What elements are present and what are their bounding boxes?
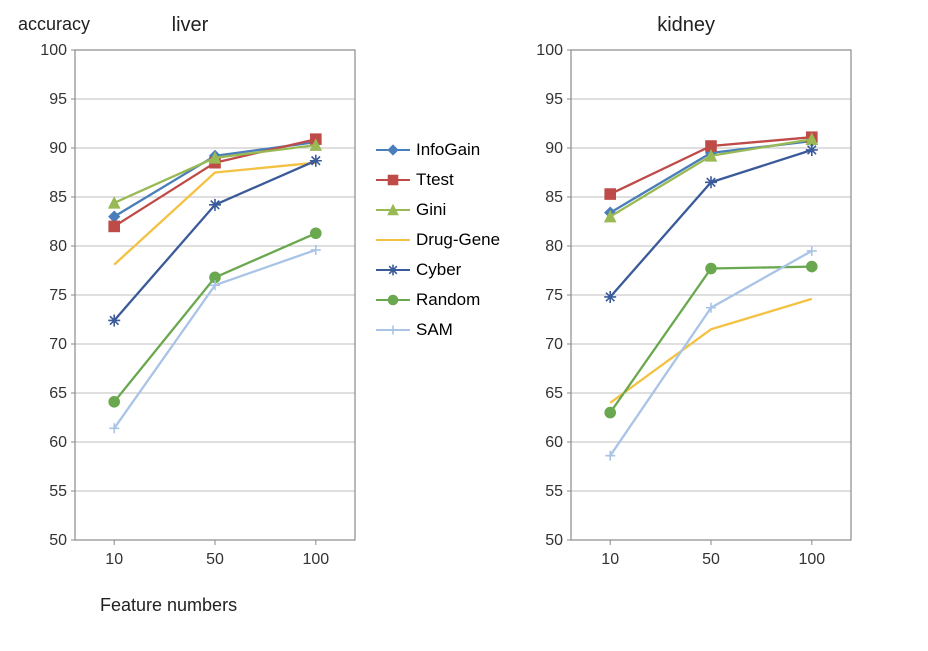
y-tick-label: 65 [49, 385, 67, 402]
chart-panel: liveraccuracyFeature numbers505560657075… [10, 10, 370, 620]
series-marker-ttest [605, 189, 615, 199]
x-axis-label: Feature numbers [100, 595, 237, 616]
y-tick-label: 70 [545, 336, 563, 353]
legend-label: Cyber [416, 260, 461, 280]
legend-label: InfoGain [416, 140, 480, 160]
series-marker-cyber [604, 291, 616, 303]
y-axis-label: accuracy [18, 14, 90, 35]
legend-item-gini: Gini [376, 200, 500, 220]
series-marker-cyber [310, 155, 322, 167]
y-tick-label: 50 [545, 532, 563, 549]
series-marker-cyber [806, 144, 818, 156]
legend: InfoGain Ttest Gini [376, 140, 500, 340]
y-tick-label: 60 [49, 434, 67, 451]
series-marker-cyber [108, 314, 120, 326]
y-tick-label: 80 [545, 238, 563, 255]
y-tick-label: 100 [536, 42, 563, 59]
x-tick-label: 100 [302, 551, 329, 568]
series-line-cyber [610, 150, 812, 297]
y-tick-label: 75 [49, 287, 67, 304]
legend-item-ttest: Ttest [376, 170, 500, 190]
legend-item-sam: SAM [376, 320, 500, 340]
series-line-drug-gene [114, 163, 316, 265]
series-marker-random [311, 228, 321, 238]
chart-panel: kidney 50 55 60 65 70 75 80 85 90 95 100 10 50 100 [506, 10, 866, 620]
y-tick-label: 85 [545, 189, 563, 206]
legend-swatch [376, 203, 410, 217]
legend-label: SAM [416, 320, 453, 340]
series-marker-infogain [109, 212, 119, 222]
y-tick-label: 100 [40, 42, 67, 59]
y-tick-label: 90 [545, 140, 563, 157]
series-marker-ttest [109, 221, 119, 231]
series-line-sam [610, 251, 812, 456]
series-marker-cyber [705, 176, 717, 188]
series-line-drug-gene [610, 299, 812, 403]
y-tick-label: 55 [545, 483, 563, 500]
y-tick-label: 85 [49, 189, 67, 206]
legend-label: Random [416, 290, 480, 310]
series-marker-random [706, 264, 716, 274]
legend-label: Drug-Gene [416, 230, 500, 250]
series-marker-gini [109, 198, 119, 208]
legend-label: Gini [416, 200, 446, 220]
x-tick-label: 50 [206, 551, 224, 568]
legend-label: Ttest [416, 170, 454, 190]
series-line-random [114, 233, 316, 401]
legend-swatch [376, 323, 410, 337]
y-tick-label: 80 [49, 238, 67, 255]
x-tick-label: 10 [601, 551, 619, 568]
legend-item-infogain: InfoGain [376, 140, 500, 160]
legend-item-cyber: Cyber [376, 260, 500, 280]
y-tick-label: 55 [49, 483, 67, 500]
series-marker-sam [807, 246, 817, 256]
series-marker-random [109, 397, 119, 407]
x-tick-label: 10 [105, 551, 123, 568]
legend-item-random: Random [376, 290, 500, 310]
y-tick-label: 75 [545, 287, 563, 304]
y-tick-label: 95 [545, 91, 563, 108]
y-tick-label: 65 [545, 385, 563, 402]
y-tick-label: 50 [49, 532, 67, 549]
legend-item-drug-gene: Drug-Gene [376, 230, 500, 250]
legend-swatch [376, 293, 410, 307]
y-tick-label: 70 [49, 336, 67, 353]
series-marker-random [807, 262, 817, 272]
series-line-random [610, 267, 812, 413]
series-marker-random [605, 408, 615, 418]
x-tick-label: 100 [799, 551, 826, 568]
y-tick-label: 60 [545, 434, 563, 451]
y-tick-label: 95 [49, 91, 67, 108]
legend-swatch [376, 173, 410, 187]
y-tick-label: 90 [49, 140, 67, 157]
legend-swatch [376, 233, 410, 247]
legend-swatch [376, 263, 410, 277]
x-tick-label: 50 [702, 551, 720, 568]
series-line-cyber [114, 161, 316, 321]
legend-swatch [376, 143, 410, 157]
chart-title: kidney [506, 14, 866, 37]
series-marker-cyber [209, 199, 221, 211]
